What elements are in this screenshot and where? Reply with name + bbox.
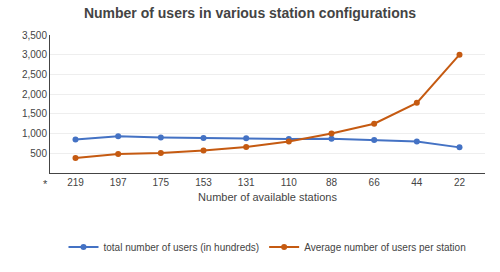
svg-text:Number of users in various sta: Number of users in various station confi… xyxy=(84,5,416,21)
svg-text:*: * xyxy=(43,178,48,190)
svg-text:66: 66 xyxy=(369,177,381,188)
svg-text:1,500: 1,500 xyxy=(22,108,47,119)
svg-text:88: 88 xyxy=(326,177,338,188)
svg-text:44: 44 xyxy=(411,177,423,188)
svg-text:2,000: 2,000 xyxy=(22,89,47,100)
svg-text:219: 219 xyxy=(67,177,84,188)
svg-text:22: 22 xyxy=(454,177,466,188)
svg-text:500: 500 xyxy=(30,148,47,159)
svg-text:1,000: 1,000 xyxy=(22,128,47,139)
svg-text:3,000: 3,000 xyxy=(22,49,47,60)
svg-text:131: 131 xyxy=(238,177,255,188)
svg-text:2,500: 2,500 xyxy=(22,69,47,80)
svg-text:3,500: 3,500 xyxy=(22,30,47,41)
svg-text:total number of users (in hund: total number of users (in hundreds) xyxy=(104,242,260,253)
svg-text:175: 175 xyxy=(152,177,169,188)
svg-text:197: 197 xyxy=(110,177,127,188)
svg-text:Number of available stations: Number of available stations xyxy=(198,191,337,203)
svg-text:153: 153 xyxy=(195,177,212,188)
svg-text:Average number of users per st: Average number of users per station xyxy=(304,242,466,253)
svg-text:110: 110 xyxy=(281,177,297,188)
